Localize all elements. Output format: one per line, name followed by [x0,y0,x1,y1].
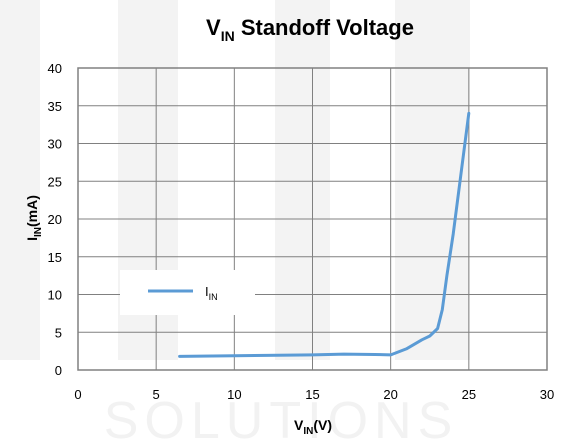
y-tick-label: 40 [48,61,62,76]
y-tick-label: 30 [48,137,62,152]
y-axis-title: IIN(mA) [24,195,44,241]
watermark-block-3 [275,0,330,360]
chart-title-sub: IN [221,28,235,44]
legend: IIN [120,270,255,315]
legend-label: IIN [205,284,218,302]
chart-title-main: V [206,15,221,40]
legend-label-main: I [205,284,209,299]
x-axis-title-sub: IN [303,426,313,437]
tick-labels: 0 5 10 15 20 25 30 35 40 0 5 10 15 20 25 30 [48,61,555,402]
chart-title: VIN Standoff Voltage [206,15,414,44]
watermark-block-4 [395,0,470,360]
x-tick-label: 15 [305,387,319,402]
x-tick-label: 25 [462,387,476,402]
y-axis-title-sub: IN [33,227,44,237]
y-tick-label: 15 [48,250,62,265]
legend-label-sub: IN [209,292,218,302]
y-tick-label: 25 [48,174,62,189]
series-line-iin [178,111,471,358]
y-axis-title-main: I [24,237,40,241]
grid [78,68,547,370]
y-tick-label: 0 [55,363,62,378]
y-tick-label: 10 [48,288,62,303]
x-axis-title: VIN(V) [294,417,332,437]
watermark-block-1 [0,0,40,360]
chart-title-rest: Standoff Voltage [235,15,414,40]
x-tick-label: 20 [383,387,397,402]
x-axis-title-main: V [294,417,304,433]
y-tick-label: 20 [48,212,62,227]
y-tick-label: 5 [55,325,62,340]
x-tick-label: 10 [227,387,241,402]
x-tick-label: 0 [74,387,81,402]
watermark-text: SOLUTIONS [104,392,459,446]
plot-frame [77,67,548,371]
x-axis-title-rest: (V) [313,417,332,433]
x-tick-label: 30 [540,387,554,402]
x-tick-label: 5 [153,387,160,402]
y-tick-label: 35 [48,99,62,114]
y-axis-title-rest: (mA) [24,195,40,227]
